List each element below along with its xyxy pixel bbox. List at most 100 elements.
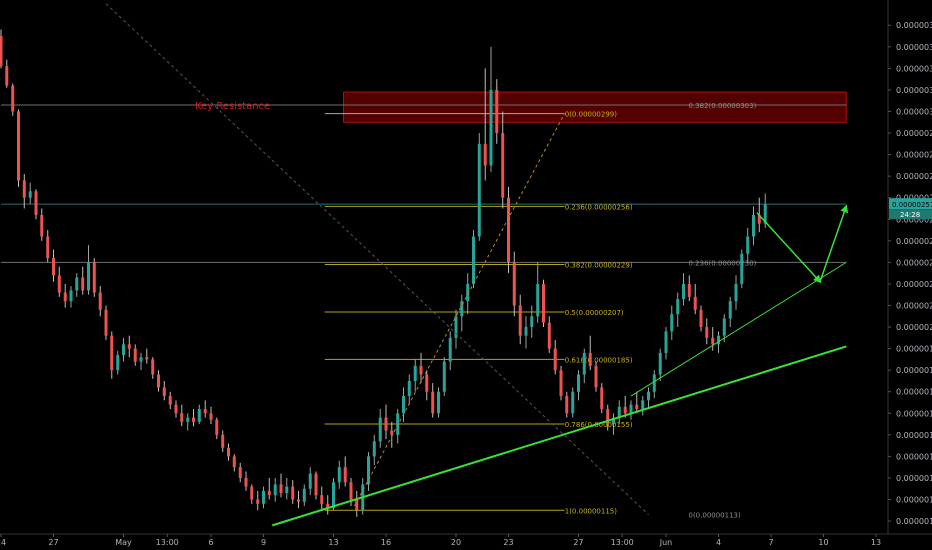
y-tick-label: 0.00000230: [896, 258, 932, 267]
candle-body: [320, 495, 324, 504]
fib-extension-label: 0.236(0.00000230): [689, 259, 757, 267]
candle-body: [273, 484, 277, 496]
candle-body: [232, 456, 236, 468]
projection-arrow-1: [819, 204, 849, 283]
candle-body: [267, 490, 271, 496]
x-tick-label: Jun: [659, 538, 673, 547]
x-tick-label: 6: [208, 538, 213, 547]
x-tick-label: 23: [503, 538, 513, 547]
trendlines-layer: [105, 3, 849, 527]
candle-body: [215, 419, 219, 435]
candle-body: [57, 275, 61, 293]
candle-body: [495, 89, 499, 134]
x-tick-label: May: [115, 538, 132, 547]
y-tick-label: 0.00000160: [896, 409, 932, 418]
candle-body: [343, 467, 347, 483]
candle-body: [262, 490, 265, 504]
candle-body: [565, 396, 569, 414]
trendline-0: [271, 345, 847, 527]
fib-level-label: 1(0.00000115): [565, 507, 617, 515]
candle-body: [483, 143, 487, 166]
candle-body: [536, 283, 540, 317]
y-tick-label: 0.00000180: [896, 366, 932, 375]
candle-body: [419, 365, 423, 375]
candle-body: [507, 197, 510, 263]
y-tick-label: 0.00000330: [896, 43, 932, 52]
candle-body: [489, 89, 493, 166]
candle-body: [69, 290, 73, 302]
x-tick-label: 10: [818, 538, 828, 547]
candle-body: [448, 337, 452, 362]
candle-body: [349, 482, 353, 500]
candle-body: [752, 214, 755, 237]
annotation-labels-layer: Key Resistance: [195, 101, 270, 112]
candle-body: [588, 352, 592, 366]
candle-body: [28, 191, 32, 198]
y-tick-label: 0.00000220: [896, 280, 932, 289]
candle-body: [367, 456, 370, 485]
candle-body: [629, 404, 633, 414]
candle-body: [687, 283, 691, 297]
projection-arrow-0: [756, 212, 822, 284]
candle-body: [664, 331, 668, 353]
y-tick-label: 0.00000240: [896, 237, 932, 246]
candle-body: [559, 370, 563, 397]
fib-extension-label: 0.382(0.00000303): [689, 102, 757, 110]
x-tick-label: 13:00: [611, 538, 634, 547]
y-tick-label: 0.00000270: [896, 172, 932, 181]
y-tick-label: 0.00000280: [896, 151, 932, 160]
candle-body: [302, 488, 306, 502]
candle-body: [227, 447, 230, 457]
candle-body: [384, 417, 388, 431]
key-resistance-zone: [343, 91, 847, 123]
candle-body: [407, 380, 411, 397]
candle-body: [641, 400, 645, 409]
candle-body: [699, 309, 703, 328]
candle-body: [180, 413, 184, 422]
candle-body: [297, 499, 300, 502]
candle-timer-bg: [889, 209, 932, 220]
x-tick-label: 13:00: [156, 538, 179, 547]
candle-body: [757, 214, 761, 224]
candle-body: [326, 503, 330, 509]
x-tick-label: 13: [871, 538, 881, 547]
candle-body: [600, 387, 604, 409]
trendline-1: [630, 261, 847, 397]
y-tick-label: 0.00000210: [896, 301, 932, 310]
y-axis: 0.00000110 0.00000120 0.00000130 0.00000140…: [888, 21, 932, 526]
candle-body: [676, 299, 680, 315]
y-tick-label: 0.00000170: [896, 388, 932, 397]
candle-body: [17, 111, 20, 181]
candle-body: [658, 352, 662, 375]
candle-body: [157, 374, 160, 388]
candle-body: [116, 355, 120, 371]
y-tick-label: 0.00000120: [896, 496, 932, 505]
candle-body: [151, 359, 155, 375]
candle-body: [670, 314, 674, 332]
candle-body: [40, 214, 44, 237]
fib-level-label: 0.236(0.00000256): [565, 203, 633, 211]
current-price-label: 0.00000257: [892, 201, 932, 209]
candle-body: [256, 499, 260, 504]
candle-body: [402, 396, 405, 414]
horizontal-lines-layer: [1, 104, 847, 263]
fib-extension-label: 0(0.00000113): [689, 512, 741, 520]
y-tick-label: 0.00000200: [896, 323, 932, 332]
candle-body: [308, 473, 312, 489]
key-resistance-zone-layer: [343, 91, 847, 123]
candle-body: [460, 301, 464, 317]
candle-body: [477, 143, 481, 237]
y-tick-label: 0.00000190: [896, 345, 932, 354]
fibonacci-layer: 0(0.00000299) 0.236(0.00000256) 0.382(0.00…: [324, 102, 757, 520]
candle-body: [413, 365, 417, 381]
candle-body: [63, 292, 67, 302]
candle-body: [437, 391, 440, 414]
candle-body: [372, 441, 376, 457]
candle-body: [571, 391, 575, 414]
fib-level-label: 0.5(0.00000207): [565, 309, 624, 317]
candle-body: [425, 374, 429, 392]
candle-body: [606, 408, 610, 425]
y-tick-label: 0.00000150: [896, 431, 932, 440]
candle-body: [104, 309, 108, 336]
